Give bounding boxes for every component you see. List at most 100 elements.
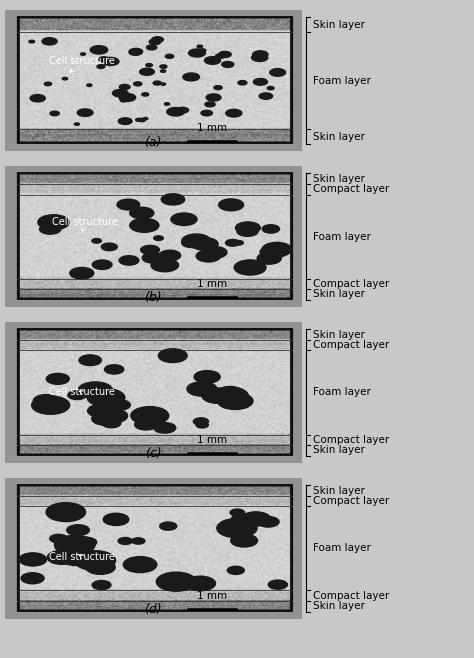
Circle shape xyxy=(231,534,257,547)
Circle shape xyxy=(201,111,212,116)
Circle shape xyxy=(92,260,112,269)
Text: (c): (c) xyxy=(145,447,161,461)
Circle shape xyxy=(241,512,271,526)
Circle shape xyxy=(119,256,139,265)
Circle shape xyxy=(135,419,157,430)
Circle shape xyxy=(228,567,244,574)
Circle shape xyxy=(171,213,197,226)
Circle shape xyxy=(67,524,90,536)
Circle shape xyxy=(182,239,200,247)
Circle shape xyxy=(238,80,247,85)
Circle shape xyxy=(77,538,97,547)
Circle shape xyxy=(138,118,145,122)
Circle shape xyxy=(74,551,116,570)
Circle shape xyxy=(160,65,167,68)
Circle shape xyxy=(129,49,142,55)
Circle shape xyxy=(193,418,209,425)
Circle shape xyxy=(206,94,221,101)
Circle shape xyxy=(154,236,164,240)
Text: (d): (d) xyxy=(144,603,162,617)
Circle shape xyxy=(45,82,52,86)
Circle shape xyxy=(154,422,176,433)
Text: (b): (b) xyxy=(144,291,162,305)
Circle shape xyxy=(268,580,287,590)
Circle shape xyxy=(104,365,124,374)
Circle shape xyxy=(74,123,79,125)
Text: Skin layer: Skin layer xyxy=(313,132,365,141)
Text: Cell structure: Cell structure xyxy=(52,217,118,231)
Text: Cell structure: Cell structure xyxy=(49,56,115,72)
Circle shape xyxy=(211,387,248,405)
Text: Cell structure: Cell structure xyxy=(49,388,115,397)
Text: Skin layer: Skin layer xyxy=(313,290,365,299)
Circle shape xyxy=(199,49,206,52)
Text: Compact layer: Compact layer xyxy=(313,184,389,195)
Circle shape xyxy=(219,51,231,57)
Circle shape xyxy=(78,382,112,398)
Circle shape xyxy=(19,553,46,566)
Circle shape xyxy=(153,81,162,85)
Circle shape xyxy=(160,522,177,530)
Circle shape xyxy=(191,238,218,250)
Circle shape xyxy=(230,509,245,516)
Circle shape xyxy=(46,373,69,384)
Circle shape xyxy=(187,382,217,396)
Circle shape xyxy=(257,517,279,527)
Text: Skin layer: Skin layer xyxy=(313,486,365,495)
Circle shape xyxy=(46,503,86,522)
Circle shape xyxy=(146,64,153,66)
Circle shape xyxy=(226,240,240,246)
Circle shape xyxy=(165,55,174,59)
Circle shape xyxy=(270,68,286,76)
Circle shape xyxy=(236,222,260,234)
Circle shape xyxy=(142,253,164,263)
Circle shape xyxy=(50,534,68,543)
Circle shape xyxy=(222,62,234,67)
Circle shape xyxy=(254,78,267,86)
Circle shape xyxy=(62,553,89,565)
Circle shape xyxy=(231,515,247,523)
Circle shape xyxy=(87,84,92,86)
Circle shape xyxy=(226,109,242,117)
Circle shape xyxy=(149,39,161,45)
Circle shape xyxy=(92,239,101,243)
Text: 1 mm: 1 mm xyxy=(197,591,227,601)
Circle shape xyxy=(252,54,268,61)
Text: Cell structure: Cell structure xyxy=(49,552,115,562)
Circle shape xyxy=(109,400,130,410)
Circle shape xyxy=(21,572,44,584)
Circle shape xyxy=(219,386,241,397)
Circle shape xyxy=(32,396,70,415)
Circle shape xyxy=(209,395,223,403)
Circle shape xyxy=(156,572,196,591)
Circle shape xyxy=(130,218,159,232)
Circle shape xyxy=(38,215,69,230)
Circle shape xyxy=(47,39,55,42)
Circle shape xyxy=(118,538,133,544)
Circle shape xyxy=(164,103,170,105)
Circle shape xyxy=(159,250,181,261)
Circle shape xyxy=(205,102,215,107)
Circle shape xyxy=(203,247,227,258)
Circle shape xyxy=(88,405,115,417)
Circle shape xyxy=(118,118,132,124)
Circle shape xyxy=(112,89,128,97)
Circle shape xyxy=(161,70,165,72)
Circle shape xyxy=(141,245,159,255)
Circle shape xyxy=(123,557,157,572)
Text: Foam layer: Foam layer xyxy=(313,388,371,397)
Circle shape xyxy=(120,99,127,102)
Circle shape xyxy=(42,38,57,45)
Text: Compact layer: Compact layer xyxy=(313,434,389,445)
Circle shape xyxy=(77,109,93,116)
Circle shape xyxy=(101,243,117,251)
Circle shape xyxy=(257,253,281,264)
Circle shape xyxy=(79,355,101,366)
Circle shape xyxy=(92,580,111,590)
Text: Skin layer: Skin layer xyxy=(313,601,365,611)
Circle shape xyxy=(217,392,253,409)
Text: 1 mm: 1 mm xyxy=(197,435,227,445)
Circle shape xyxy=(136,118,142,121)
Circle shape xyxy=(131,407,169,424)
Circle shape xyxy=(194,370,220,383)
